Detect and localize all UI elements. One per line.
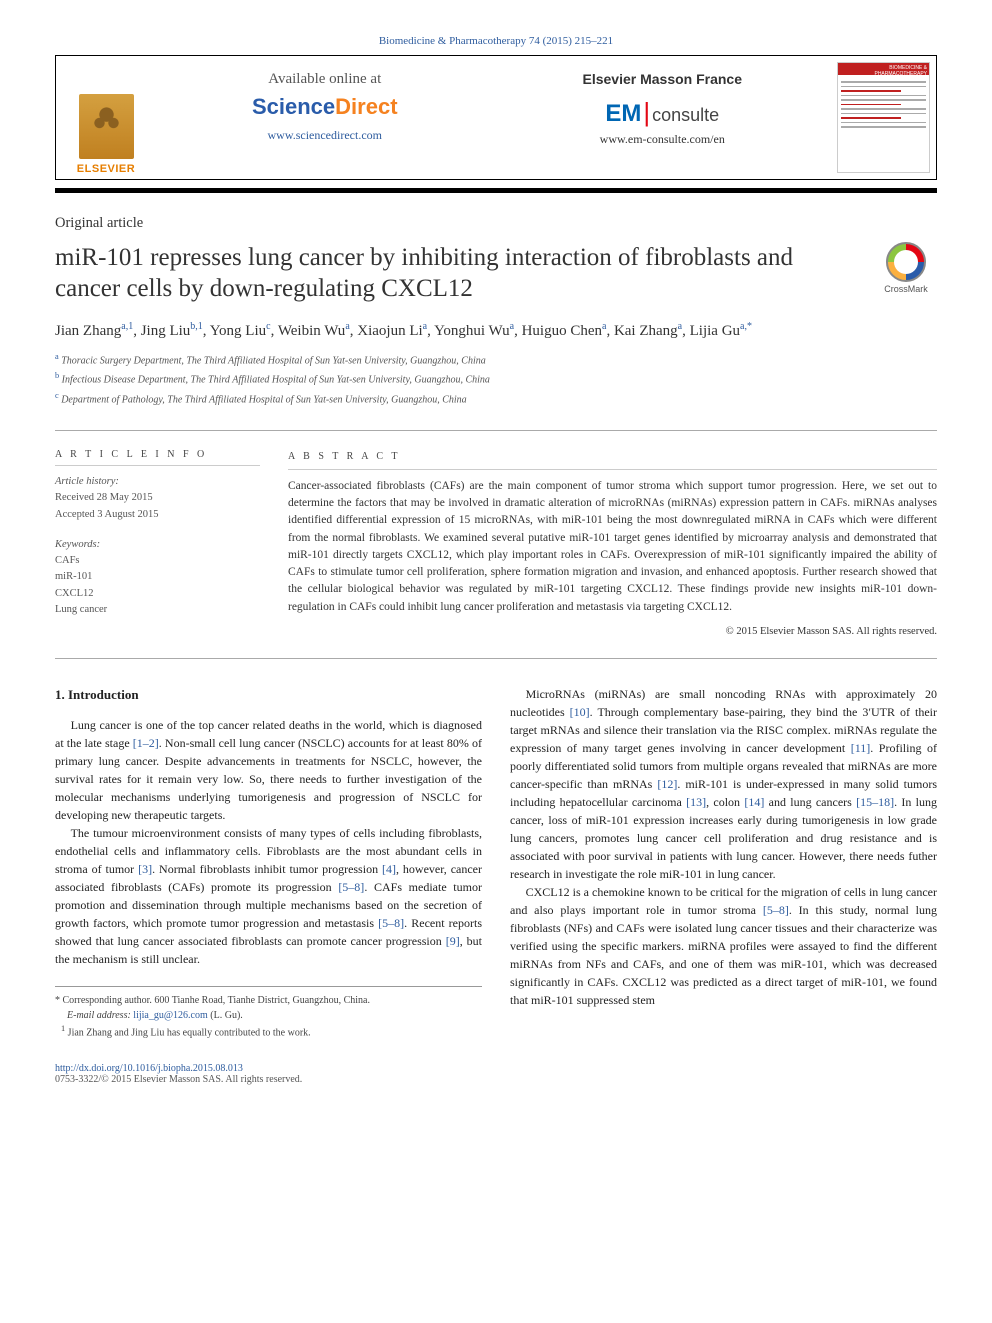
abstract-block: A B S T R A C T Cancer-associated fibrob… xyxy=(288,449,937,640)
article-title: miR-101 represses lung cancer by inhibit… xyxy=(55,242,860,305)
publisher-header-box: ELSEVIER Available online at ScienceDire… xyxy=(55,55,937,180)
accepted-date: Accepted 3 August 2015 xyxy=(55,509,159,520)
elsevier-tree-icon xyxy=(79,94,134,159)
header-divider xyxy=(55,188,937,193)
affiliation-c: c Department of Pathology, The Third Aff… xyxy=(55,389,937,408)
em-consulte-block: Elsevier Masson France EM|consulte www.e… xyxy=(494,56,832,179)
keyword: CAFs xyxy=(55,555,80,566)
email-label: E-mail address: xyxy=(67,1010,131,1021)
sciencedirect-link[interactable]: www.sciencedirect.com xyxy=(267,128,382,142)
sd-direct: Direct xyxy=(335,94,397,119)
keyword: miR-101 xyxy=(55,571,92,582)
affiliation-a: a Thoracic Surgery Department, The Third… xyxy=(55,350,937,369)
email-person: (L. Gu). xyxy=(210,1010,243,1021)
doi-link[interactable]: http://dx.doi.org/10.1016/j.biopha.2015.… xyxy=(55,1063,243,1074)
received-date: Received 28 May 2015 xyxy=(55,492,153,503)
author-list: Jian Zhanga,1, Jing Liub,1, Yong Liuc, W… xyxy=(55,319,937,343)
keywords-label: Keywords: xyxy=(55,539,100,550)
abstract-copyright: © 2015 Elsevier Masson SAS. All rights r… xyxy=(288,624,937,640)
journal-cover-thumb: BIOMEDICINE & PHARMACOTHERAPY xyxy=(831,56,936,179)
elsevier-masson-label: Elsevier Masson France xyxy=(494,71,832,87)
body-paragraph: CXCL12 is a chemokine known to be critic… xyxy=(510,883,937,1009)
em-consulte-logo: EM|consulte xyxy=(494,97,832,128)
abstract-head: A B S T R A C T xyxy=(288,449,937,470)
contrib-sup: 1 xyxy=(61,1024,65,1033)
corresponding-author: * Corresponding author. 600 Tianhe Road,… xyxy=(55,993,482,1008)
affiliations: a Thoracic Surgery Department, The Third… xyxy=(55,350,937,408)
history-label: Article history: xyxy=(55,476,119,487)
journal-header: Biomedicine & Pharmacotherapy 74 (2015) … xyxy=(55,35,937,47)
crossmark-badge[interactable]: CrossMark xyxy=(875,242,937,294)
sciencedirect-block: Available online at ScienceDirect www.sc… xyxy=(156,56,494,179)
footnotes-block: * Corresponding author. 600 Tianhe Road,… xyxy=(55,986,482,1040)
body-paragraph: Lung cancer is one of the top cancer rel… xyxy=(55,716,482,824)
body-paragraph: The tumour microenvironment consists of … xyxy=(55,824,482,968)
article-info-block: A R T I C L E I N F O Article history: R… xyxy=(55,449,260,640)
crossmark-icon xyxy=(886,242,926,282)
elsevier-wordmark: ELSEVIER xyxy=(77,163,135,175)
elsevier-block: ELSEVIER xyxy=(56,56,156,179)
keyword: CXCL12 xyxy=(55,588,94,599)
abstract-text: Cancer-associated fibroblasts (CAFs) are… xyxy=(288,478,937,616)
email-link[interactable]: lijia_gu@126.com xyxy=(133,1010,207,1021)
journal-citation-link[interactable]: Biomedicine & Pharmacotherapy 74 (2015) … xyxy=(379,35,613,47)
keyword: Lung cancer xyxy=(55,604,107,615)
equal-contribution: Jian Zhang and Jing Liu has equally cont… xyxy=(68,1028,311,1039)
sciencedirect-logo: ScienceDirect xyxy=(156,94,494,120)
article-body: 1. Introduction Lung cancer is one of th… xyxy=(55,685,937,1041)
section-heading: 1. Introduction xyxy=(55,685,482,705)
issn-copyright: 0753-3322/© 2015 Elsevier Masson SAS. Al… xyxy=(55,1074,302,1085)
affiliation-b: b Infectious Disease Department, The Thi… xyxy=(55,369,937,388)
crossmark-label: CrossMark xyxy=(875,284,937,294)
article-type: Original article xyxy=(55,215,937,232)
page-footer: http://dx.doi.org/10.1016/j.biopha.2015.… xyxy=(55,1063,937,1085)
em-consulte-link[interactable]: www.em-consulte.com/en xyxy=(494,132,832,147)
available-label: Available online at xyxy=(156,71,494,88)
article-info-head: A R T I C L E I N F O xyxy=(55,449,260,466)
body-paragraph: MicroRNAs (miRNAs) are small noncoding R… xyxy=(510,685,937,883)
thumb-brand: BIOMEDICINE & PHARMACOTHERAPY xyxy=(838,63,929,75)
sd-science: Science xyxy=(252,94,335,119)
